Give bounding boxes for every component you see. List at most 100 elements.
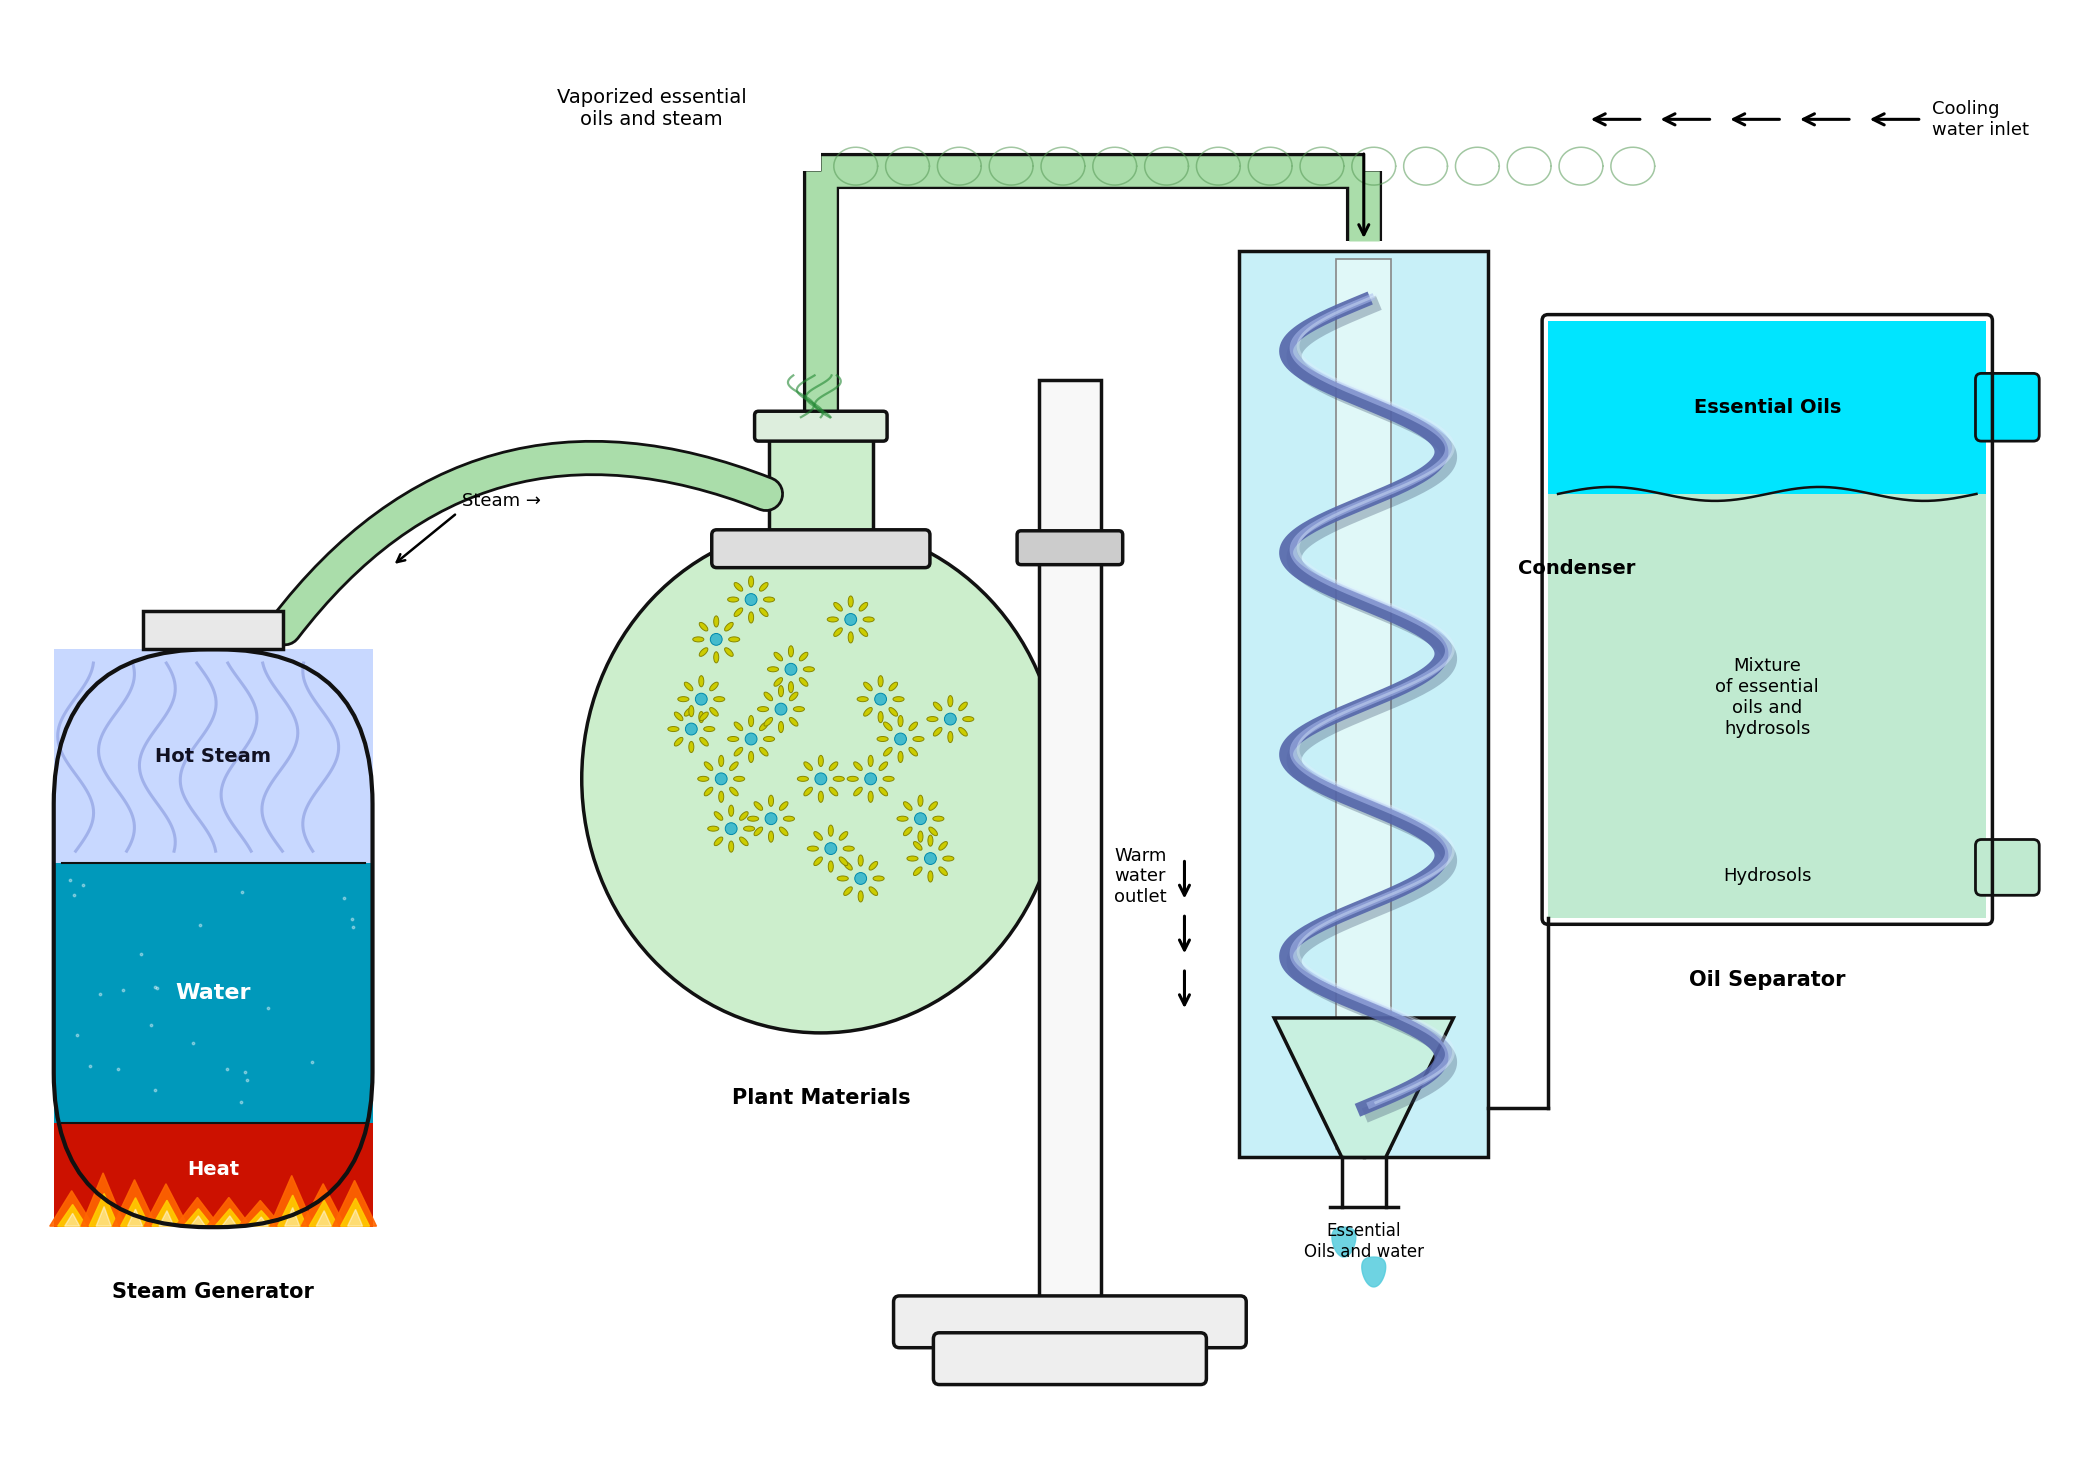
Text: Cooling
water inlet: Cooling water inlet [1932,101,2028,139]
Polygon shape [340,1198,369,1226]
Ellipse shape [869,756,873,766]
Ellipse shape [963,716,973,722]
Circle shape [925,852,936,864]
Polygon shape [1273,1018,1453,1158]
Text: Water: Water [175,984,250,1003]
Circle shape [775,703,788,714]
Text: Vaporized essential
oils and steam: Vaporized essential oils and steam [556,89,746,129]
Text: Steam →: Steam → [463,493,542,510]
Ellipse shape [859,890,863,902]
Ellipse shape [769,831,773,842]
Ellipse shape [890,707,898,716]
Ellipse shape [827,861,834,873]
Polygon shape [121,1198,150,1226]
Polygon shape [127,1210,142,1226]
Ellipse shape [719,756,723,766]
Ellipse shape [904,827,913,836]
Ellipse shape [788,646,794,657]
Circle shape [746,593,756,605]
Ellipse shape [877,737,888,741]
Ellipse shape [675,711,684,720]
Ellipse shape [704,726,715,732]
Polygon shape [1361,1257,1386,1287]
Polygon shape [277,1195,306,1226]
Polygon shape [1332,1228,1357,1257]
Ellipse shape [715,812,723,821]
Circle shape [725,822,738,834]
Ellipse shape [759,583,769,592]
Ellipse shape [763,598,775,602]
Ellipse shape [934,728,942,737]
Polygon shape [348,1210,363,1226]
Ellipse shape [815,856,823,865]
Ellipse shape [838,876,848,881]
Ellipse shape [934,703,942,711]
Text: Warm
water
outlet: Warm water outlet [1115,846,1167,907]
Circle shape [746,734,756,745]
Ellipse shape [765,717,773,726]
Ellipse shape [942,856,954,861]
Text: Plant Materials: Plant Materials [731,1087,911,1108]
Polygon shape [158,1211,173,1226]
Ellipse shape [929,802,938,810]
Text: Essential
Oils and water: Essential Oils and water [1305,1222,1423,1262]
Text: Hydrosols: Hydrosols [1723,867,1811,884]
Circle shape [765,813,777,825]
Text: Steam Generator: Steam Generator [113,1282,315,1302]
Ellipse shape [709,827,719,831]
FancyBboxPatch shape [894,1296,1246,1347]
Bar [1548,494,1986,918]
Ellipse shape [929,827,938,836]
Bar [1040,380,1100,1297]
Ellipse shape [700,738,709,745]
Bar [54,649,373,864]
Circle shape [786,664,796,676]
Circle shape [865,774,877,785]
Ellipse shape [734,747,742,756]
Ellipse shape [959,728,967,737]
FancyBboxPatch shape [1976,373,2040,441]
Ellipse shape [819,756,823,766]
Bar [144,611,283,649]
Ellipse shape [677,697,690,701]
Ellipse shape [859,602,867,611]
Ellipse shape [804,762,813,771]
Text: Condenser: Condenser [1519,559,1636,578]
Ellipse shape [907,856,919,861]
Ellipse shape [863,617,873,623]
Ellipse shape [773,652,784,661]
Ellipse shape [740,837,748,846]
Ellipse shape [869,791,873,802]
Ellipse shape [779,686,784,697]
Polygon shape [215,1208,244,1226]
Ellipse shape [729,637,740,642]
Text: Oil Separator: Oil Separator [1688,970,1846,989]
Polygon shape [238,1201,281,1226]
Ellipse shape [827,617,838,623]
Polygon shape [152,1201,181,1226]
Ellipse shape [863,707,873,716]
Ellipse shape [698,676,704,686]
Ellipse shape [759,722,769,731]
Polygon shape [58,1204,88,1226]
Ellipse shape [692,637,704,642]
Bar [1336,259,1392,1149]
Polygon shape [144,1183,188,1226]
Ellipse shape [784,816,794,821]
Ellipse shape [927,871,934,881]
Ellipse shape [581,525,1061,1032]
Ellipse shape [927,716,938,722]
Ellipse shape [892,697,904,701]
Ellipse shape [948,695,952,707]
Bar [1548,321,1986,494]
Ellipse shape [759,608,769,617]
Ellipse shape [913,737,923,741]
Ellipse shape [848,632,852,643]
Ellipse shape [713,615,719,627]
Ellipse shape [844,887,852,895]
Ellipse shape [740,812,748,821]
Polygon shape [90,1194,119,1226]
Polygon shape [113,1180,156,1226]
Ellipse shape [788,682,794,692]
Ellipse shape [877,676,884,686]
